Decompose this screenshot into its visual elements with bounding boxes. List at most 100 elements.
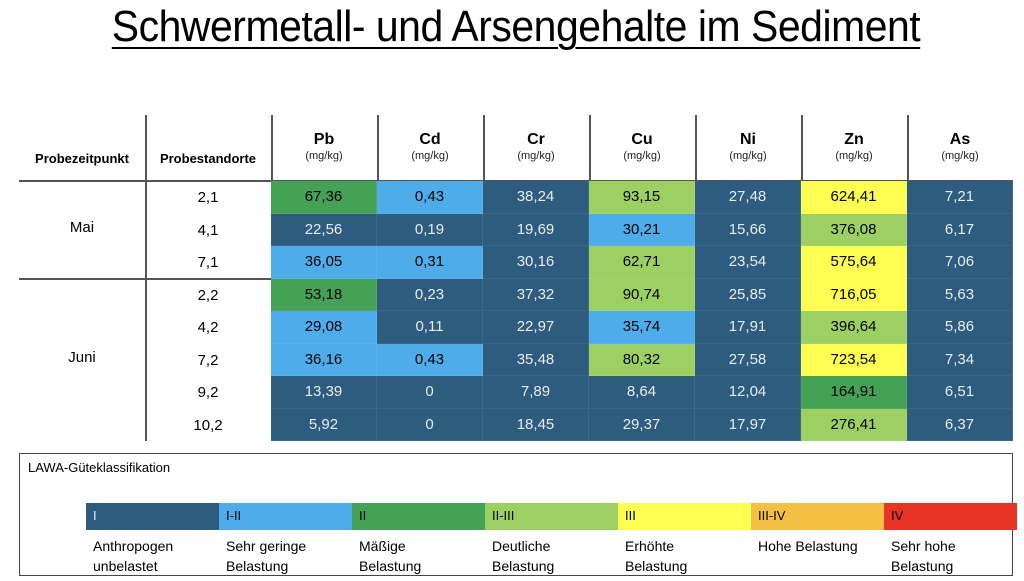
data-cell: 0,23	[377, 278, 483, 311]
data-cell: 53,18	[271, 278, 377, 311]
legend-description-line: Belastung	[226, 558, 289, 574]
data-cell: 90,74	[589, 278, 695, 311]
header-probezeitpunkt: Probezeitpunkt	[35, 151, 129, 166]
legend-class-code: I-II	[226, 508, 242, 523]
element-symbol: As	[949, 131, 971, 148]
site-label: 2,2	[197, 286, 219, 304]
unit-label: (mg/kg)	[623, 150, 661, 162]
data-cell: 37,32	[483, 278, 589, 311]
data-cell: 12,04	[695, 376, 801, 409]
data-cell: 17,97	[695, 408, 801, 441]
data-cell: 164,91	[801, 376, 907, 409]
data-cell: 6,17	[907, 213, 1013, 246]
data-cell: 376,08	[801, 213, 907, 246]
data-cell: 716,05	[801, 278, 907, 311]
legend-class-code: III	[625, 508, 636, 523]
element-symbol: Cr	[527, 131, 545, 148]
unit-label: (mg/kg)	[305, 150, 343, 162]
legend-description-line: Anthropogen	[93, 538, 174, 554]
month-label: Juni	[68, 348, 96, 366]
legend-description-line: Belastung	[891, 558, 954, 574]
legend-class-code: II-III	[492, 508, 515, 523]
data-cell: 396,64	[801, 311, 907, 344]
legend-class-description: Sehr hohe Belastung	[884, 536, 1017, 576]
site-label: 4,1	[197, 221, 219, 239]
data-cell: 30,16	[483, 246, 589, 279]
legend-class-iii-iv: III-IV	[751, 503, 884, 530]
site-label: 10,2	[193, 416, 223, 434]
data-cell: 7,06	[907, 246, 1013, 279]
data-cell: 0,11	[377, 311, 483, 344]
data-cell: 35,74	[589, 311, 695, 344]
column-divider	[695, 115, 697, 181]
data-cell: 5,92	[271, 408, 377, 441]
page-title-text: Schwermetall- und Arsengehalte im Sedime…	[111, 2, 921, 51]
data-cell: 23,54	[695, 246, 801, 279]
data-cell: 17,91	[695, 311, 801, 344]
column-divider	[483, 115, 485, 181]
data-cell: 5,86	[907, 311, 1013, 344]
data-cell: 0	[377, 376, 483, 409]
data-cell: 7,34	[907, 343, 1013, 376]
data-cell: 29,08	[271, 311, 377, 344]
data-cell: 5,63	[907, 278, 1013, 311]
column-divider	[377, 115, 379, 181]
element-symbol: Cu	[631, 131, 653, 148]
data-cell: 575,64	[801, 246, 907, 279]
legend-description-line: Deutliche	[492, 538, 551, 554]
data-cell: 30,21	[589, 213, 695, 246]
site-label: 9,2	[197, 384, 219, 401]
data-cell: 15,66	[695, 213, 801, 246]
column-header-pb: Pb (mg/kg)	[271, 131, 377, 163]
data-cell: 22,56	[271, 213, 377, 246]
legend-description-line: Hohe Belastung	[758, 538, 858, 554]
lawa-legend: LAWA-Güteklassifikation I Anthropogen unbe…	[19, 453, 1017, 576]
legend-description-line: Belastung	[625, 558, 688, 574]
data-cell: 25,85	[695, 278, 801, 311]
data-cell: 0,43	[377, 181, 483, 214]
unit-label: (mg/kg)	[517, 150, 555, 162]
data-cell: 624,41	[801, 181, 907, 214]
legend-class-code: I	[93, 508, 97, 523]
data-cell: 29,37	[589, 408, 695, 441]
legend-class-i: I	[86, 503, 219, 530]
month-label: Mai	[69, 218, 95, 236]
group-divider	[19, 277, 271, 280]
data-cell: 80,32	[589, 343, 695, 376]
column-header-cu: Cu (mg/kg)	[589, 131, 695, 163]
data-cell: 62,71	[589, 246, 695, 279]
unit-label: (mg/kg)	[411, 150, 449, 162]
element-symbol: Pb	[313, 131, 335, 148]
legend-description-line: Belastung	[359, 558, 422, 574]
column-divider	[907, 115, 909, 181]
column-header-as: As (mg/kg)	[907, 131, 1013, 163]
data-cell: 93,15	[589, 181, 695, 214]
data-cell: 36,16	[271, 343, 377, 376]
data-cell: 0,19	[377, 213, 483, 246]
site-label: 7,1	[197, 254, 219, 271]
data-cell: 7,21	[907, 181, 1013, 214]
site-label: 7,2	[197, 351, 219, 369]
legend-class-code: III-IV	[758, 508, 786, 523]
header-probestandorte: Probestandorte	[159, 151, 257, 166]
legend-class-description: Sehr geringe Belastung	[219, 536, 352, 576]
legend-class-code: II	[359, 508, 367, 523]
data-cell: 38,24	[483, 181, 589, 214]
data-cell: 0,31	[377, 246, 483, 279]
legend-class-description: Erhöhte Belastung	[618, 536, 751, 576]
column-header-ni: Ni (mg/kg)	[695, 131, 801, 163]
legend-class-ii-iii: II-III	[485, 503, 618, 530]
legend-description-line: Sehr hohe	[891, 538, 956, 554]
data-cell: 6,51	[907, 376, 1013, 409]
legend-title: LAWA-Güteklassifikation	[28, 460, 171, 475]
column-header-cd: Cd (mg/kg)	[377, 131, 483, 163]
element-symbol: Cd	[419, 131, 441, 148]
unit-label: (mg/kg)	[729, 150, 767, 162]
legend-class-ii: II	[352, 503, 485, 530]
legend-description-line: Belastung	[492, 558, 555, 574]
data-cell: 22,97	[483, 311, 589, 344]
data-cell: 18,45	[483, 408, 589, 441]
data-cell: 27,58	[695, 343, 801, 376]
unit-label: (mg/kg)	[835, 150, 873, 162]
data-cell: 8,64	[589, 376, 695, 409]
